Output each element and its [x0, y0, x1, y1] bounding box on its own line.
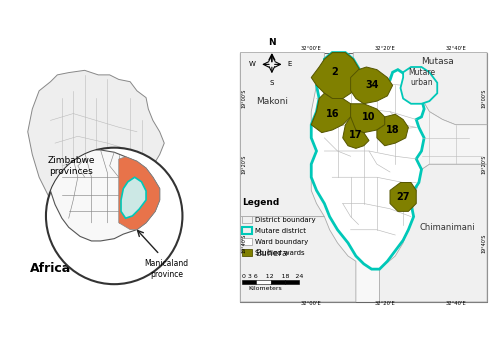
Text: E: E — [288, 61, 292, 67]
Polygon shape — [377, 114, 408, 146]
Text: 19°40'S: 19°40'S — [482, 233, 486, 253]
Text: Ward boundary: Ward boundary — [255, 239, 308, 245]
FancyBboxPatch shape — [242, 280, 256, 284]
FancyBboxPatch shape — [270, 280, 285, 284]
Polygon shape — [28, 70, 164, 277]
Polygon shape — [416, 99, 487, 170]
Polygon shape — [121, 177, 146, 218]
Text: N: N — [268, 38, 276, 47]
Polygon shape — [390, 183, 416, 211]
Polygon shape — [311, 93, 350, 133]
Text: Studied wards: Studied wards — [255, 250, 304, 256]
FancyBboxPatch shape — [242, 249, 252, 256]
Text: 34: 34 — [365, 80, 378, 90]
Text: 19°20'S: 19°20'S — [242, 154, 246, 174]
FancyBboxPatch shape — [242, 227, 252, 234]
Text: 27: 27 — [396, 192, 410, 202]
Polygon shape — [119, 157, 160, 230]
Text: Chimanimani: Chimanimani — [420, 223, 476, 232]
Text: Kilometers: Kilometers — [248, 286, 282, 291]
Polygon shape — [350, 67, 393, 104]
Polygon shape — [380, 164, 487, 302]
Text: 2: 2 — [332, 67, 338, 77]
Text: Zimbabwe
provinces: Zimbabwe provinces — [47, 156, 94, 176]
Polygon shape — [353, 53, 487, 125]
Text: 0 3 6    12    18   24: 0 3 6 12 18 24 — [242, 274, 303, 279]
Text: Buhera: Buhera — [256, 249, 288, 258]
Text: 32°40'E: 32°40'E — [446, 301, 466, 306]
Polygon shape — [311, 53, 361, 99]
Polygon shape — [400, 67, 437, 104]
Polygon shape — [240, 53, 324, 217]
Text: Mutare
urban: Mutare urban — [408, 68, 435, 87]
Polygon shape — [311, 53, 424, 269]
Text: Mutare district: Mutare district — [255, 227, 306, 233]
Circle shape — [116, 174, 132, 190]
Text: Mutasa: Mutasa — [421, 57, 454, 66]
Text: S: S — [270, 80, 274, 86]
Text: 19°20'S: 19°20'S — [482, 154, 486, 174]
Polygon shape — [240, 217, 356, 302]
Text: 19°40'S: 19°40'S — [242, 233, 246, 253]
FancyBboxPatch shape — [242, 216, 252, 223]
FancyBboxPatch shape — [240, 53, 487, 302]
Text: 32°20'E: 32°20'E — [374, 46, 395, 51]
Text: 10: 10 — [362, 112, 376, 122]
Text: 32°40'E: 32°40'E — [446, 46, 466, 51]
Text: 32°00'E: 32°00'E — [301, 301, 322, 306]
Text: 19°00'S: 19°00'S — [242, 89, 246, 108]
Text: 32°00'E: 32°00'E — [301, 46, 322, 51]
Text: 19°00'S: 19°00'S — [482, 89, 486, 108]
Text: 17: 17 — [349, 130, 362, 140]
FancyBboxPatch shape — [256, 280, 270, 284]
Text: 16: 16 — [326, 109, 339, 119]
Polygon shape — [350, 104, 385, 133]
Text: Manicaland
province: Manicaland province — [144, 259, 188, 279]
Text: 32°20'E: 32°20'E — [374, 301, 395, 306]
Text: Africa: Africa — [30, 262, 71, 275]
Polygon shape — [343, 117, 369, 148]
Text: 18: 18 — [386, 125, 400, 135]
Text: W: W — [249, 61, 256, 67]
Text: Legend: Legend — [242, 198, 279, 207]
Text: Makoni: Makoni — [256, 97, 288, 106]
Circle shape — [46, 148, 182, 284]
Polygon shape — [50, 150, 160, 241]
Text: District boundary: District boundary — [255, 217, 316, 223]
FancyBboxPatch shape — [285, 280, 300, 284]
FancyBboxPatch shape — [242, 238, 252, 245]
